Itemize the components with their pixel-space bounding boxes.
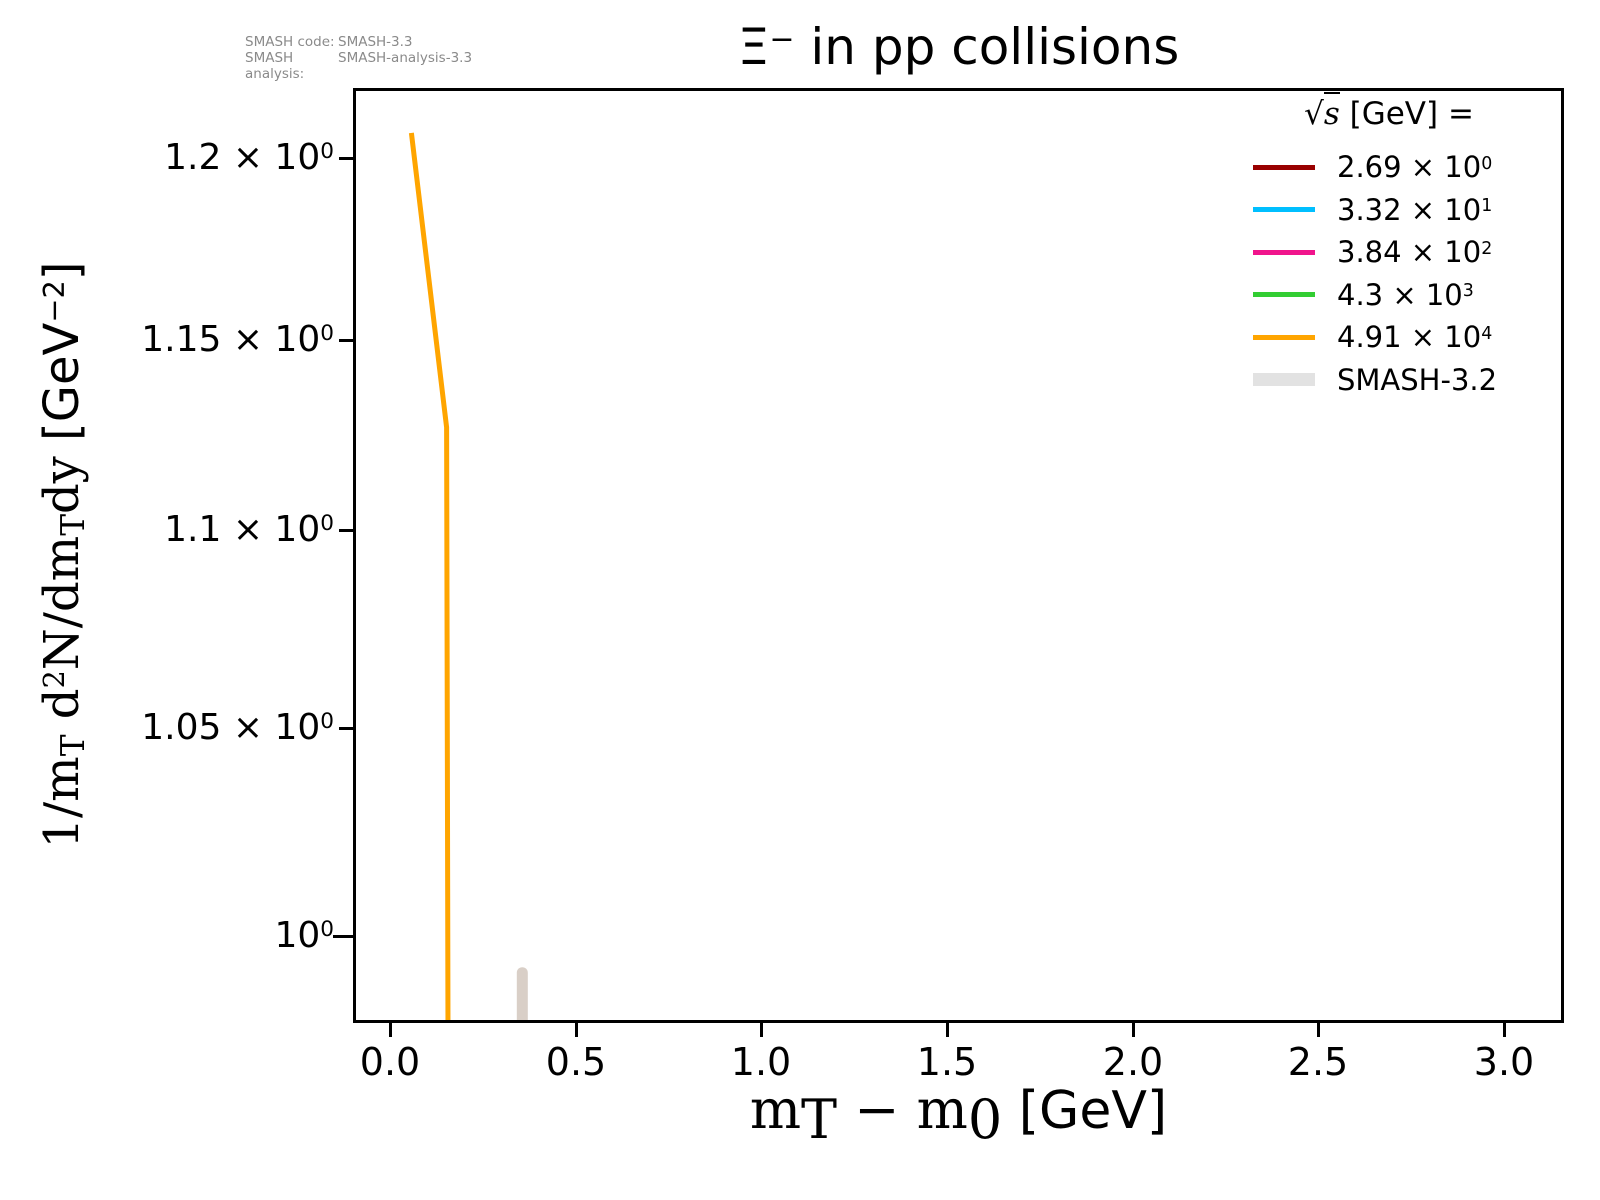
legend-entry: 2.69 × 100 <box>1253 146 1553 189</box>
legend-band-swatch <box>1253 373 1315 387</box>
legend-entry: 4.3 × 103 <box>1253 274 1553 317</box>
x-axis-label: mT − m0 [GeV] <box>749 1078 1168 1151</box>
smash-analysis-label: SMASH analysis: <box>245 50 305 82</box>
y-tick <box>339 157 353 160</box>
x-tick-label: 2.5 <box>1287 1040 1349 1084</box>
y-tick <box>339 727 353 730</box>
legend-title: √s [GeV] = <box>1253 92 1553 132</box>
smash-code-row: SMASH code: SMASH-3.3 <box>245 34 472 50</box>
x-tick <box>1317 1023 1320 1037</box>
legend: √s [GeV] = 2.69 × 100 3.32 × 101 3.84 × … <box>1253 92 1553 402</box>
x-tick <box>946 1023 949 1037</box>
x-tick-label: 1.0 <box>730 1040 792 1084</box>
legend-entry-label: 3.32 × 101 <box>1337 192 1493 227</box>
smash-code-label: SMASH code: <box>245 34 335 50</box>
y-tick-major <box>333 935 353 938</box>
legend-line-swatch <box>1253 249 1315 255</box>
smash-analysis-row: SMASH analysis: SMASH-analysis-3.3 <box>245 50 472 82</box>
legend-entry-label: 2.69 × 100 <box>1337 150 1493 185</box>
chart-title: Ξ− in pp collisions <box>737 18 1180 76</box>
legend-line-swatch <box>1253 164 1315 170</box>
y-tick <box>339 339 353 342</box>
legend-line-swatch <box>1253 292 1315 298</box>
smash-info: SMASH code: SMASH-3.3 SMASH analysis: SM… <box>245 34 472 82</box>
series-line <box>408 132 451 1020</box>
x-tick-label: 1.5 <box>916 1040 978 1084</box>
y-tick-label: 1.15 × 100 <box>141 319 334 360</box>
y-tick-label: 1.05 × 100 <box>141 707 334 748</box>
x-tick <box>1132 1023 1135 1037</box>
x-tick <box>1503 1023 1506 1037</box>
x-tick <box>760 1023 763 1037</box>
y-tick <box>339 529 353 532</box>
x-tick-label: 3.0 <box>1473 1040 1535 1084</box>
plot-svg <box>408 132 528 1020</box>
x-tick <box>575 1023 578 1037</box>
legend-line-swatch <box>1253 334 1315 340</box>
smash-analysis-value: SMASH-analysis-3.3 <box>338 50 473 66</box>
x-tick <box>389 1023 392 1037</box>
legend-line-swatch <box>1253 207 1315 213</box>
y-tick-label: 1.2 × 100 <box>164 137 334 178</box>
x-tick-label: 2.0 <box>1102 1040 1164 1084</box>
y-tick-label: 100 <box>274 915 334 956</box>
legend-entry-label: SMASH-3.2 <box>1337 362 1498 397</box>
legend-entry: 4.91 × 104 <box>1253 316 1553 359</box>
legend-entry: SMASH-3.2 <box>1253 359 1553 402</box>
x-tick-label: 0.0 <box>359 1040 421 1084</box>
x-tick-label: 0.5 <box>545 1040 607 1084</box>
legend-entry-label: 4.3 × 103 <box>1337 277 1474 312</box>
y-axis-label: 1/mT d2N/dmTdy [GeV−2] <box>34 261 92 849</box>
legend-entry: 3.32 × 101 <box>1253 189 1553 232</box>
y-tick-label: 1.1 × 100 <box>164 509 334 550</box>
legend-entry: 3.84 × 102 <box>1253 231 1553 274</box>
legend-entry-label: 3.84 × 102 <box>1337 235 1493 270</box>
legend-entry-label: 4.91 × 104 <box>1337 320 1493 355</box>
smash-code-value: SMASH-3.3 <box>338 34 413 50</box>
plot-area <box>353 88 1564 1023</box>
